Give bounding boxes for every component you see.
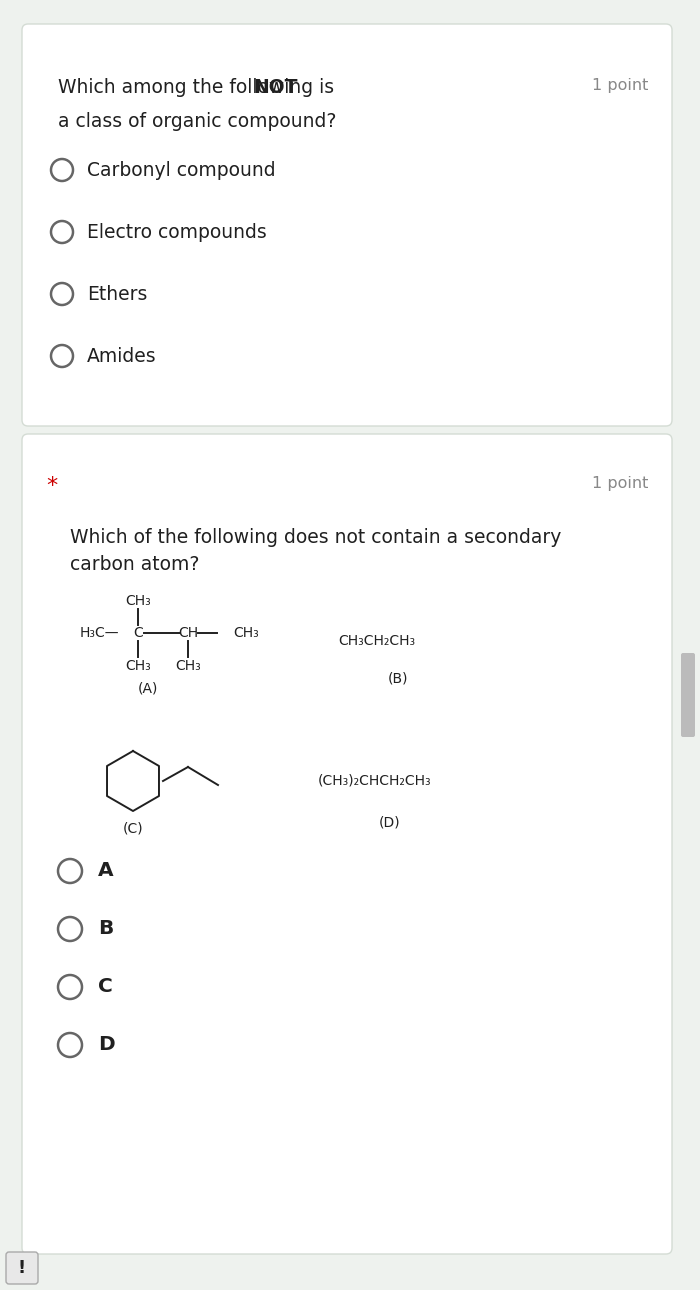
Text: a class of organic compound?: a class of organic compound? xyxy=(58,112,337,132)
Text: Ethers: Ethers xyxy=(87,285,148,303)
Text: Carbonyl compound: Carbonyl compound xyxy=(87,160,276,179)
Text: !: ! xyxy=(18,1259,26,1277)
Text: 1 point: 1 point xyxy=(592,77,648,93)
Text: (CH₃)₂CHCH₂CH₃: (CH₃)₂CHCH₂CH₃ xyxy=(318,774,432,788)
Text: H₃C—: H₃C— xyxy=(80,626,120,640)
Text: CH₃: CH₃ xyxy=(175,659,201,673)
Text: Which among the following is: Which among the following is xyxy=(58,77,340,97)
Text: CH₃: CH₃ xyxy=(233,626,259,640)
Text: 1 point: 1 point xyxy=(592,476,648,491)
Text: CH₃: CH₃ xyxy=(125,659,151,673)
Text: (A): (A) xyxy=(138,681,158,695)
Text: CH₃CH₂CH₃: CH₃CH₂CH₃ xyxy=(338,633,415,648)
FancyBboxPatch shape xyxy=(6,1253,38,1284)
Text: CH₃: CH₃ xyxy=(125,593,151,608)
Text: CH: CH xyxy=(178,626,198,640)
FancyBboxPatch shape xyxy=(22,25,672,426)
Text: (D): (D) xyxy=(379,817,401,829)
Text: C: C xyxy=(133,626,143,640)
Text: A: A xyxy=(98,862,113,881)
Text: Which of the following does not contain a secondary
carbon atom?: Which of the following does not contain … xyxy=(70,528,561,574)
FancyBboxPatch shape xyxy=(22,433,672,1254)
Text: *: * xyxy=(46,476,57,495)
Text: (C): (C) xyxy=(122,820,144,835)
Text: B: B xyxy=(98,920,113,939)
Text: Electro compounds: Electro compounds xyxy=(87,222,267,241)
FancyBboxPatch shape xyxy=(681,653,695,737)
Text: (B): (B) xyxy=(388,672,408,686)
Text: NOT: NOT xyxy=(253,77,298,97)
Text: D: D xyxy=(98,1036,115,1054)
Text: C: C xyxy=(98,978,113,996)
Text: Amides: Amides xyxy=(87,347,157,365)
